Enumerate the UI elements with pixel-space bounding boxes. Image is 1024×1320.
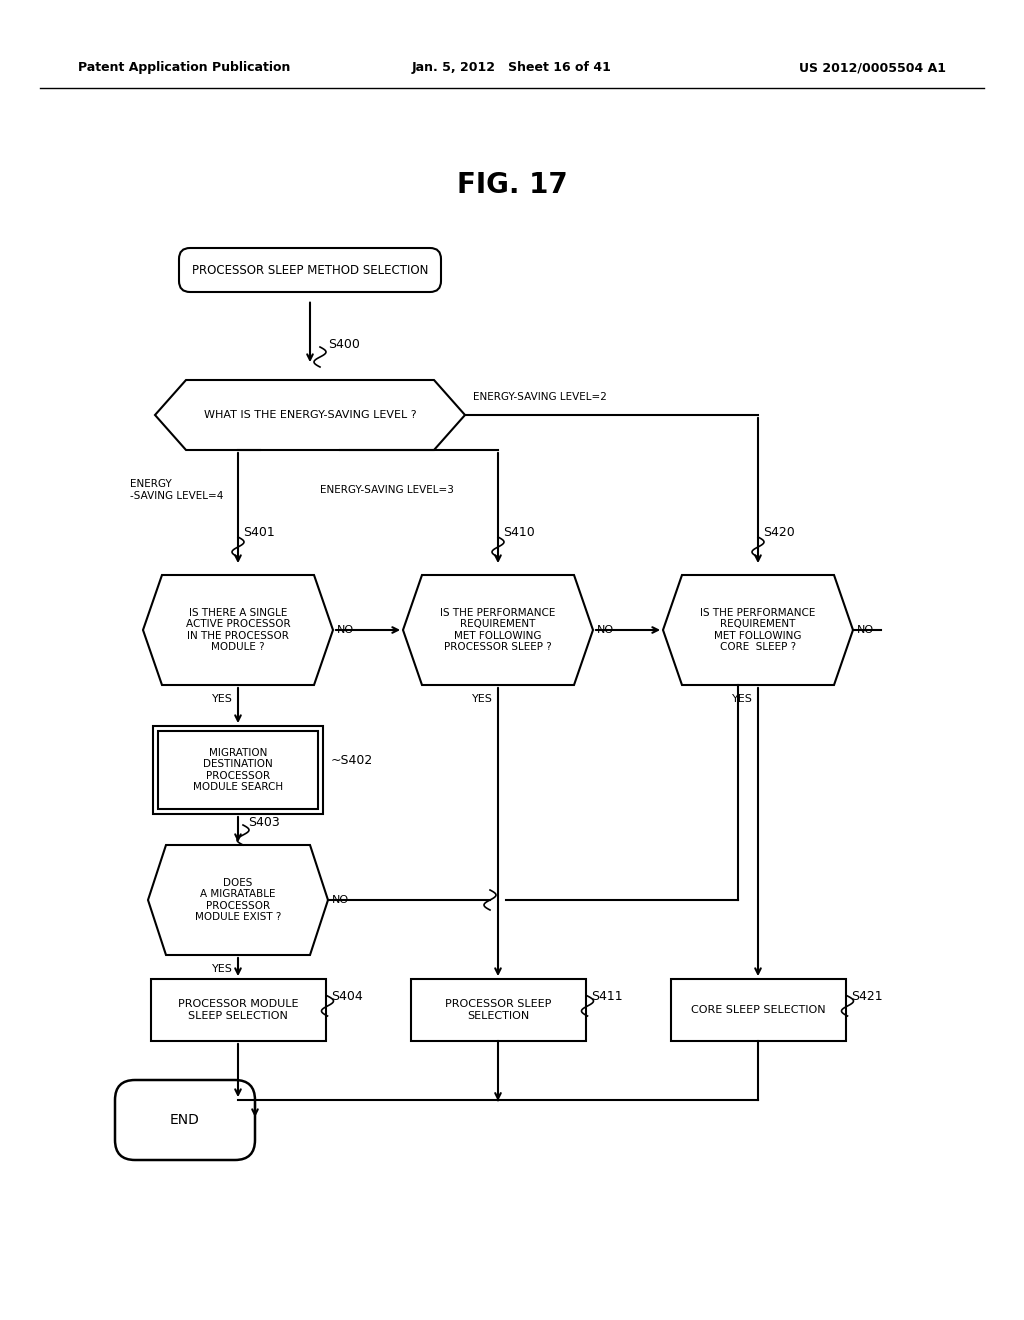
Text: IS THE PERFORMANCE
REQUIREMENT
MET FOLLOWING
PROCESSOR SLEEP ?: IS THE PERFORMANCE REQUIREMENT MET FOLLO… [440, 607, 556, 652]
Text: ENERGY-SAVING LEVEL=2: ENERGY-SAVING LEVEL=2 [473, 392, 607, 403]
Text: WHAT IS THE ENERGY-SAVING LEVEL ?: WHAT IS THE ENERGY-SAVING LEVEL ? [204, 411, 417, 420]
Text: S403: S403 [248, 817, 280, 829]
Text: END: END [170, 1113, 200, 1127]
Text: CORE SLEEP SELECTION: CORE SLEEP SELECTION [690, 1005, 825, 1015]
Text: PROCESSOR SLEEP
SELECTION: PROCESSOR SLEEP SELECTION [444, 999, 551, 1020]
Text: IS THERE A SINGLE
ACTIVE PROCESSOR
IN THE PROCESSOR
MODULE ?: IS THERE A SINGLE ACTIVE PROCESSOR IN TH… [185, 607, 291, 652]
Text: ~S402: ~S402 [331, 754, 374, 767]
Text: ENERGY
-SAVING LEVEL=4: ENERGY -SAVING LEVEL=4 [130, 479, 223, 500]
Text: S401: S401 [243, 527, 274, 540]
Bar [153, 726, 323, 814]
Text: S421: S421 [852, 990, 883, 1002]
Text: NO: NO [857, 624, 874, 635]
Text: NO: NO [337, 624, 354, 635]
Text: YES: YES [212, 964, 233, 974]
Bar [411, 979, 586, 1041]
FancyBboxPatch shape [115, 1080, 255, 1160]
Text: Jan. 5, 2012   Sheet 16 of 41: Jan. 5, 2012 Sheet 16 of 41 [412, 62, 612, 74]
Text: NO: NO [332, 895, 349, 906]
Text: FIG. 17: FIG. 17 [457, 172, 567, 199]
Text: S410: S410 [503, 527, 535, 540]
Bar [671, 979, 846, 1041]
Text: DOES
A MIGRATABLE
PROCESSOR
MODULE EXIST ?: DOES A MIGRATABLE PROCESSOR MODULE EXIST… [195, 878, 282, 923]
Polygon shape [143, 576, 333, 685]
Text: Patent Application Publication: Patent Application Publication [78, 62, 291, 74]
Text: PROCESSOR MODULE
SLEEP SELECTION: PROCESSOR MODULE SLEEP SELECTION [178, 999, 298, 1020]
Text: YES: YES [472, 694, 493, 704]
Text: S404: S404 [332, 990, 364, 1002]
Bar [158, 731, 318, 809]
Text: YES: YES [212, 694, 233, 704]
Text: MIGRATION
DESTINATION
PROCESSOR
MODULE SEARCH: MIGRATION DESTINATION PROCESSOR MODULE S… [193, 747, 283, 792]
Text: S411: S411 [592, 990, 624, 1002]
Polygon shape [148, 845, 328, 954]
Polygon shape [403, 576, 593, 685]
Text: YES: YES [732, 694, 753, 704]
Bar [151, 979, 326, 1041]
Text: PROCESSOR SLEEP METHOD SELECTION: PROCESSOR SLEEP METHOD SELECTION [191, 264, 428, 276]
Polygon shape [663, 576, 853, 685]
Text: ENERGY-SAVING LEVEL=3: ENERGY-SAVING LEVEL=3 [319, 484, 454, 495]
FancyBboxPatch shape [179, 248, 441, 292]
Text: S400: S400 [328, 338, 359, 351]
Text: IS THE PERFORMANCE
REQUIREMENT
MET FOLLOWING
CORE  SLEEP ?: IS THE PERFORMANCE REQUIREMENT MET FOLLO… [700, 607, 816, 652]
Text: US 2012/0005504 A1: US 2012/0005504 A1 [799, 62, 946, 74]
Text: NO: NO [597, 624, 614, 635]
Polygon shape [155, 380, 465, 450]
Text: S420: S420 [763, 527, 795, 540]
